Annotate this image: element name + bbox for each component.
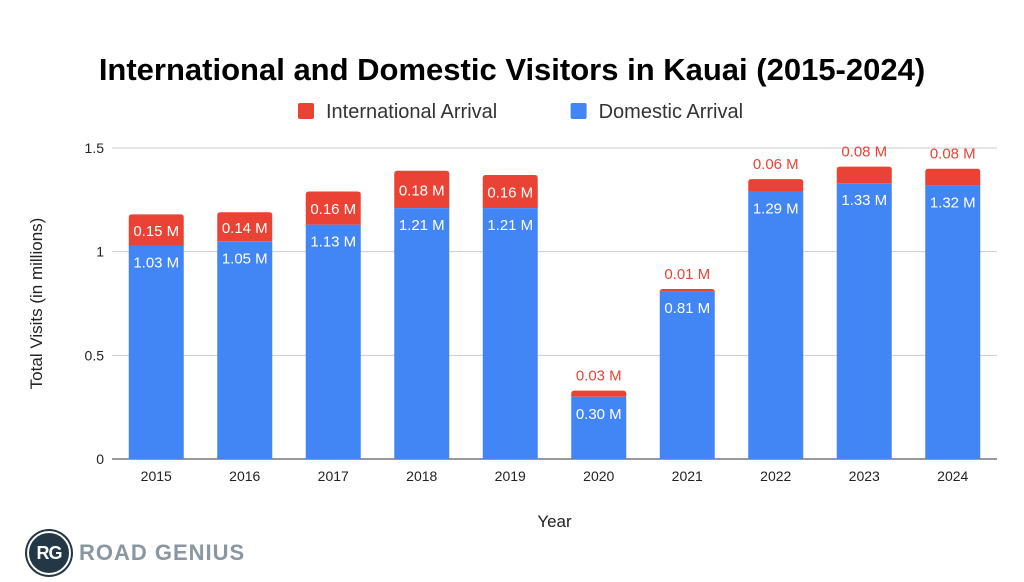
y-tick-label: 0.5 [85, 347, 105, 363]
x-tick-label: 2015 [141, 468, 172, 484]
bar-international [482, 174, 538, 209]
bar-international [925, 168, 981, 186]
data-label-domestic: 1.33 M [841, 192, 887, 209]
bar-international [836, 166, 892, 184]
x-tick-label: 2018 [406, 468, 437, 484]
data-label-international: 0.16 M [310, 201, 356, 218]
data-label-domestic: 1.13 M [310, 234, 356, 251]
data-label-international: 0.03 M [576, 368, 622, 385]
bar-domestic [394, 208, 450, 459]
bar-domestic [925, 185, 981, 459]
x-tick-label: 2017 [318, 468, 349, 484]
data-label-international: 0.06 M [753, 156, 799, 173]
data-label-international: 0.01 M [664, 266, 710, 283]
legend-label: Domestic Arrival [599, 101, 743, 123]
x-tick-label: 2016 [229, 468, 260, 484]
y-tick-label: 1 [96, 244, 104, 260]
bar-domestic [836, 183, 892, 459]
bar-domestic [305, 224, 361, 459]
bar-international [128, 214, 184, 246]
legend-swatch [570, 103, 587, 119]
data-label-domestic: 1.21 M [399, 217, 445, 234]
bar-international [394, 170, 450, 209]
data-label-international: 0.18 M [399, 182, 445, 199]
x-tick-label: 2019 [495, 468, 526, 484]
y-axis-label: Total Visits (in millions) [27, 218, 46, 390]
bar-domestic [482, 208, 538, 459]
bar-international [571, 390, 627, 397]
data-label-domestic: 1.32 M [930, 194, 976, 211]
logo-text: ROAD GENIUS [79, 540, 246, 565]
bar-domestic [659, 291, 715, 459]
bar-international [748, 179, 804, 192]
bar-international [305, 191, 361, 225]
data-label-international: 0.08 M [841, 144, 887, 161]
bar-international [217, 212, 273, 242]
data-label-domestic: 0.81 M [664, 300, 710, 317]
road-genius-logo: RG ROAD GENIUS [27, 531, 245, 575]
data-label-domestic: 1.03 M [133, 254, 179, 271]
y-tick-label: 1.5 [85, 140, 105, 156]
x-tick-label: 2021 [672, 468, 703, 484]
data-label-domestic: 1.05 M [222, 250, 268, 267]
legend-swatch [298, 103, 314, 119]
x-tick-label: 2023 [849, 468, 880, 484]
bar-domestic [217, 241, 273, 459]
x-tick-label: 2024 [937, 468, 968, 484]
x-tick-label: 2022 [760, 468, 791, 484]
data-label-international: 0.08 M [930, 146, 976, 163]
bar-domestic [571, 396, 627, 459]
data-label-domestic: 1.29 M [753, 201, 799, 218]
y-tick-label: 0 [96, 451, 104, 467]
stacked-bar-chart: International and Domestic Visitors in K… [27, 52, 997, 530]
x-axis-label: Year [537, 512, 572, 530]
data-label-domestic: 0.30 M [576, 406, 622, 423]
data-label-international: 0.16 M [487, 185, 533, 202]
chart-title: International and Domestic Visitors in K… [99, 52, 925, 87]
bar-international [659, 288, 715, 292]
data-label-international: 0.14 M [222, 220, 268, 237]
legend-label: International Arrival [326, 101, 497, 123]
x-tick-label: 2020 [583, 468, 614, 484]
bar-domestic [128, 245, 184, 459]
logo-badge: RG [27, 531, 71, 575]
data-label-domestic: 1.21 M [487, 217, 533, 234]
bar-domestic [748, 191, 804, 460]
data-label-international: 0.15 M [133, 223, 179, 240]
